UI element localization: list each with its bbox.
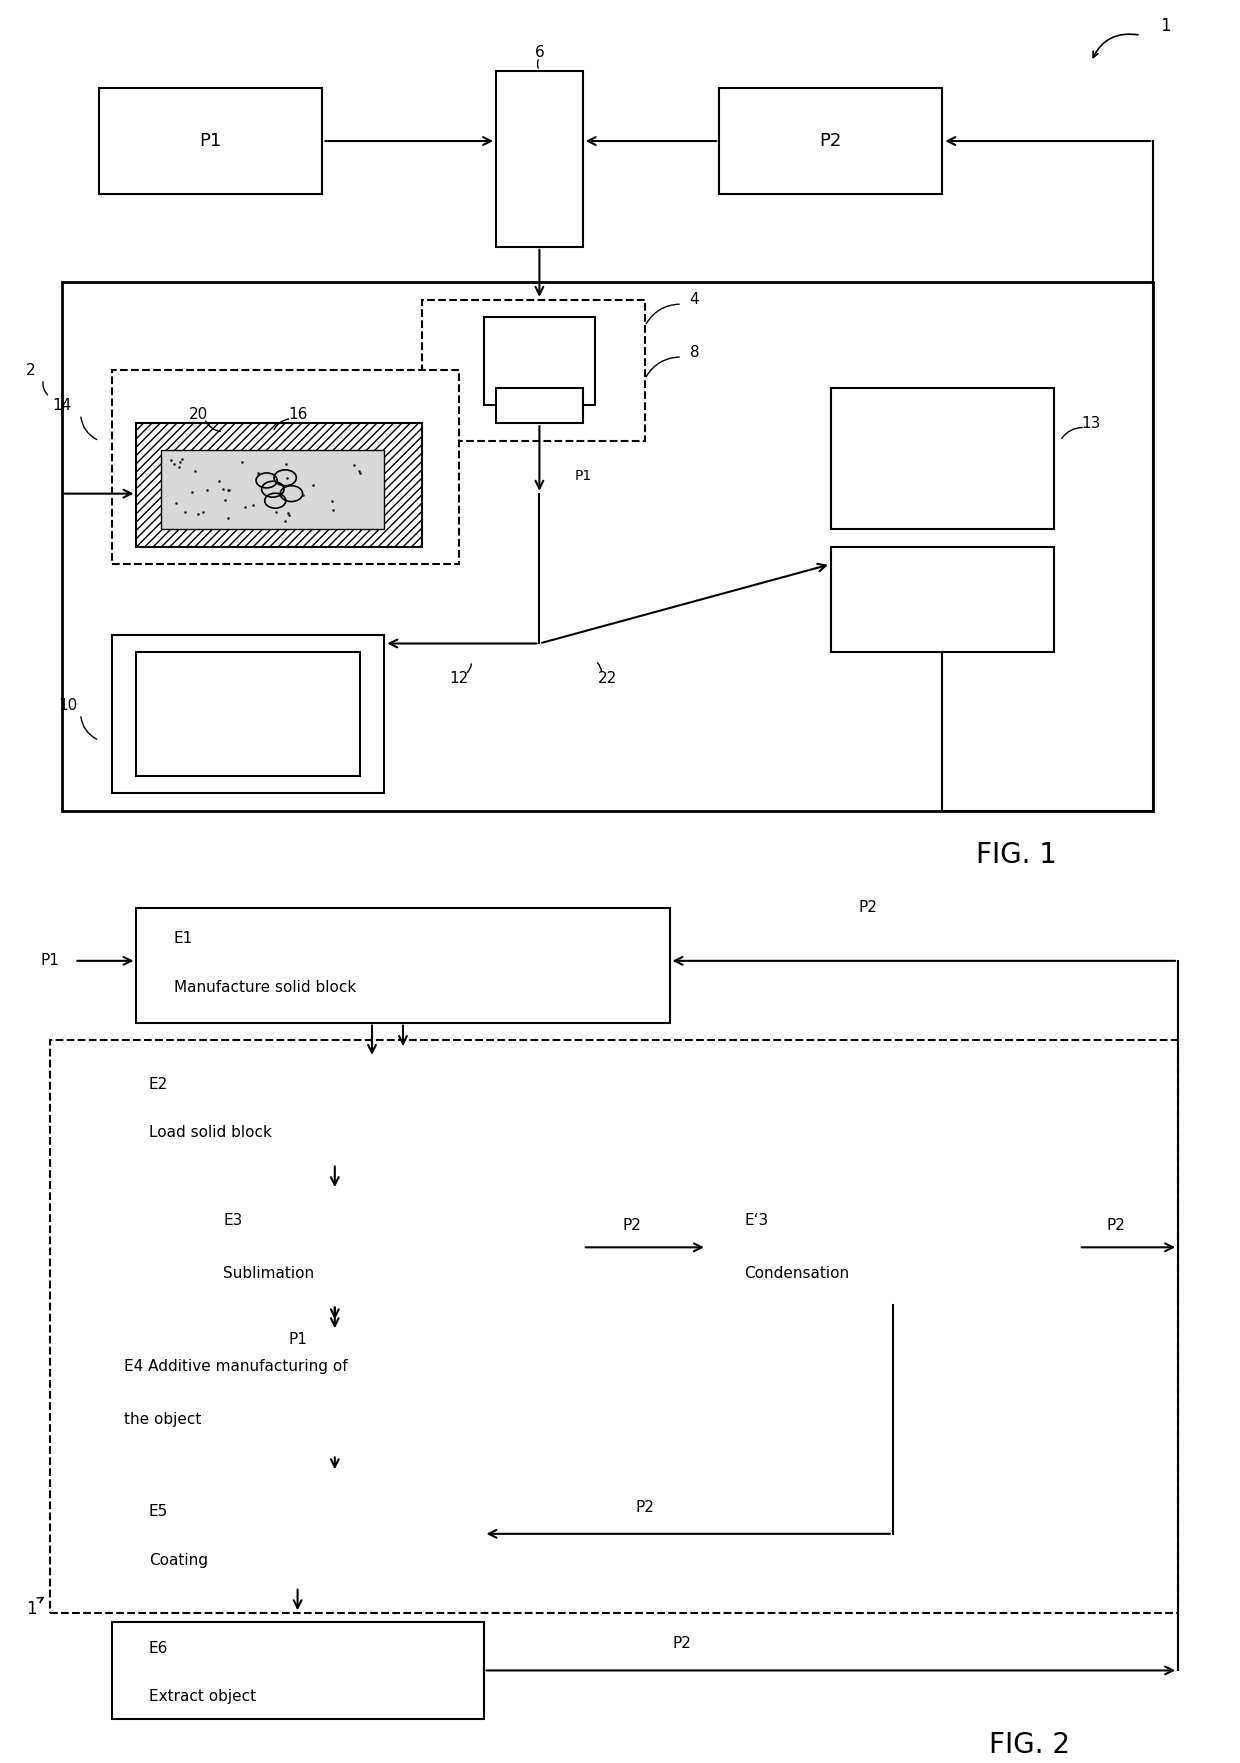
Text: 13: 13 xyxy=(1081,416,1101,430)
Text: P2: P2 xyxy=(672,1636,692,1652)
Text: E1: E1 xyxy=(174,931,193,947)
Bar xyxy=(112,1481,484,1587)
Text: Coating: Coating xyxy=(149,1553,208,1567)
Bar xyxy=(831,388,1054,529)
Bar xyxy=(112,370,459,564)
Bar xyxy=(136,908,670,1023)
Text: E3: E3 xyxy=(223,1213,243,1229)
Text: 4: 4 xyxy=(689,293,699,307)
Bar xyxy=(62,282,1153,811)
Text: P2: P2 xyxy=(858,901,878,915)
Bar xyxy=(496,388,583,423)
Text: 8: 8 xyxy=(689,346,699,360)
Text: P1: P1 xyxy=(40,954,60,968)
Bar xyxy=(484,317,595,405)
Text: E‘3: E‘3 xyxy=(744,1213,769,1229)
Text: E5: E5 xyxy=(149,1504,169,1520)
Text: 6: 6 xyxy=(534,46,544,60)
Text: P2: P2 xyxy=(820,132,842,150)
Text: P1: P1 xyxy=(200,132,222,150)
Text: Sublimation: Sublimation xyxy=(223,1266,314,1282)
Bar xyxy=(831,547,1054,652)
Text: 1: 1 xyxy=(1161,18,1171,35)
Bar xyxy=(707,1190,1079,1305)
Text: 1: 1 xyxy=(26,1599,36,1618)
Text: E2: E2 xyxy=(149,1077,169,1091)
Bar xyxy=(422,300,645,441)
Text: Extract object: Extract object xyxy=(149,1689,255,1705)
Bar xyxy=(112,635,384,793)
Text: E6: E6 xyxy=(149,1641,169,1655)
Text: Manufacture solid block: Manufacture solid block xyxy=(174,980,356,994)
Text: 10: 10 xyxy=(58,698,78,712)
Bar xyxy=(136,423,422,547)
Text: FIG. 1: FIG. 1 xyxy=(976,841,1058,869)
Bar xyxy=(112,1058,645,1164)
Bar xyxy=(719,88,942,194)
Bar xyxy=(87,1331,707,1454)
Text: P2: P2 xyxy=(622,1218,642,1232)
Text: P2: P2 xyxy=(635,1500,655,1514)
Text: 22: 22 xyxy=(598,672,618,686)
Text: P1: P1 xyxy=(574,469,591,483)
Text: 12: 12 xyxy=(449,672,469,686)
Bar xyxy=(99,88,322,194)
Bar xyxy=(50,1040,1178,1613)
Text: P2: P2 xyxy=(1106,1218,1126,1232)
Text: Condensation: Condensation xyxy=(744,1266,849,1282)
Text: P1: P1 xyxy=(288,1333,308,1347)
Text: Load solid block: Load solid block xyxy=(149,1125,272,1141)
Text: E4 Additive manufacturing of: E4 Additive manufacturing of xyxy=(124,1359,347,1373)
Text: 20: 20 xyxy=(188,407,208,421)
Bar xyxy=(496,71,583,247)
Text: the object: the object xyxy=(124,1412,201,1426)
Text: 14: 14 xyxy=(52,398,72,413)
Text: 16: 16 xyxy=(288,407,308,421)
Bar xyxy=(186,1190,583,1305)
Text: 2: 2 xyxy=(26,363,36,377)
Text: FIG. 2: FIG. 2 xyxy=(988,1731,1070,1759)
Bar xyxy=(112,1622,484,1719)
Bar xyxy=(161,450,384,529)
Bar xyxy=(136,652,360,776)
